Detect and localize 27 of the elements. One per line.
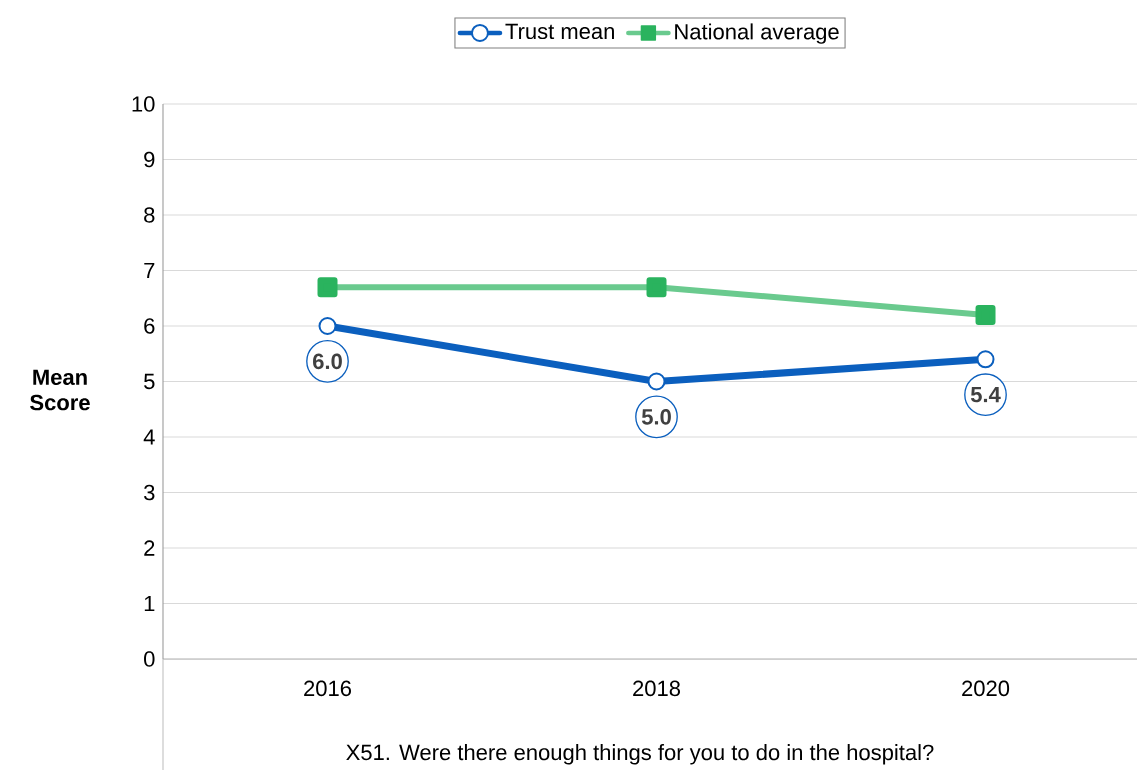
data-label: 5.0: [641, 409, 671, 425]
y-tick-label: 7: [144, 262, 155, 279]
y-tick-label: 0: [144, 651, 155, 667]
point: [646, 277, 667, 298]
x-axis-title: X51. Were there enough things for you to do in the hospital?: [346, 744, 934, 765]
legend-label: National average: [675, 23, 839, 44]
y-tick-label: 8: [144, 207, 155, 223]
x-tick-label: 2020: [962, 680, 1010, 697]
x-tick-label: 2016: [304, 680, 351, 697]
point: [975, 304, 996, 325]
point: [976, 350, 995, 369]
point: [647, 372, 666, 391]
data-label: 5.4: [970, 386, 1001, 403]
point: [318, 317, 337, 335]
y-tick-label: 9: [144, 151, 155, 168]
y-tick-label: 10: [132, 96, 155, 112]
y-tick-label: 5: [144, 373, 155, 390]
y-tick-label: 4: [143, 429, 155, 445]
y-tick-label: 1: [144, 595, 155, 612]
y-tick-label: 2: [144, 540, 155, 556]
y-tick-label: 6: [144, 318, 155, 334]
legend-label: Trust mean: [505, 23, 614, 40]
y-axis-title: Mean Score: [30, 369, 90, 411]
y-tick-label: 3: [144, 484, 155, 501]
point: [317, 277, 338, 298]
x-tick-label: 2018: [633, 680, 681, 697]
data-label: 6.0: [313, 353, 342, 370]
